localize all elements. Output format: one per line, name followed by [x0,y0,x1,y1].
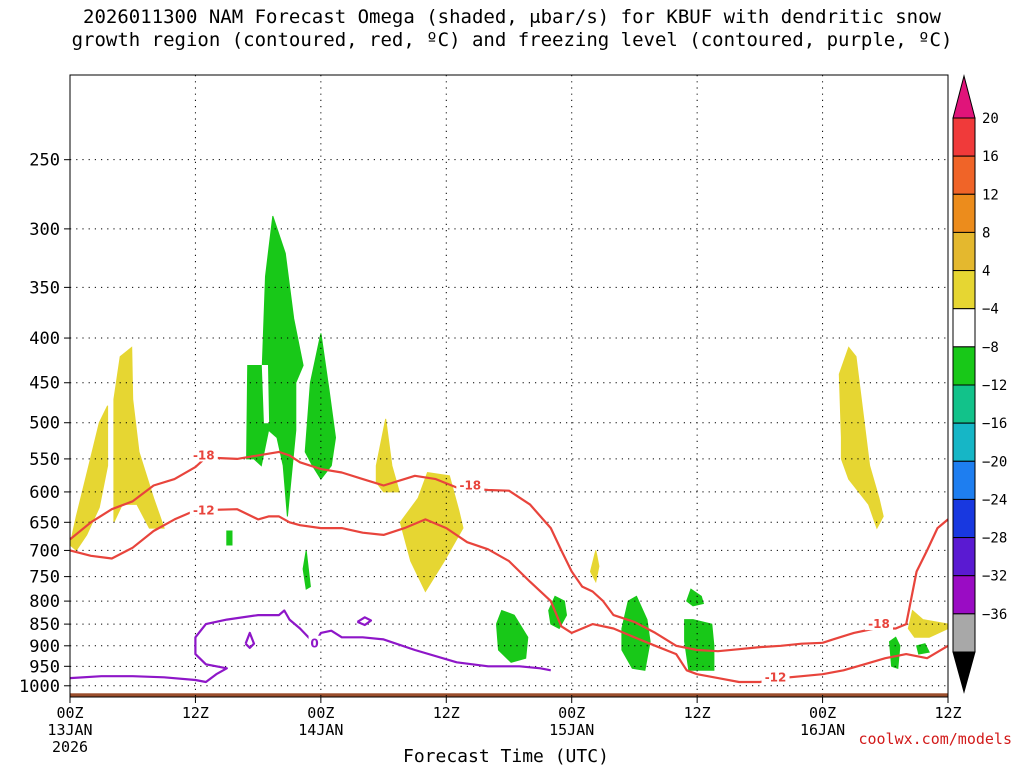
contour-label-2: -12 [193,503,215,517]
colorbar-bin-4 [952,231,976,272]
omega-region-16 [684,619,715,671]
omega-region-19 [915,643,930,655]
colorbar-bin-3 [952,193,976,233]
colorbar-label-8: −12 [982,378,1007,394]
omega-region-17 [686,588,705,607]
colorbar-label-2: 16 [982,149,999,165]
contour-label-3: 0 [310,637,318,651]
colorbar-label-3: 12 [982,187,999,203]
contour-line-4 [356,616,373,627]
ytick-label-450: 450 [29,374,60,394]
chart-title-line1: 2026011300 NAM Forecast Omega (shaded, μ… [83,6,941,28]
omega-region-10 [304,333,337,480]
ytick-label-750: 750 [29,568,60,588]
contour-extra-label-1: -18 [868,617,890,631]
plot-frame [69,74,949,698]
contour-extra-label-2: -12 [765,670,787,684]
xtick-date-0: 13JAN [47,721,92,739]
ytick-label-850: 850 [29,615,60,635]
omega-region-15 [621,595,651,671]
omega-region-13 [495,609,529,663]
ytick-label-650: 650 [29,513,60,533]
colorbar-label-14: −36 [982,607,1007,623]
ytick-label-300: 300 [29,220,60,240]
xtick-label-7: 12Z [934,704,961,722]
omega-region-11 [226,530,233,546]
omega-region-12 [302,550,311,590]
xtick-label-4: 00Z [558,704,585,722]
contour-line-5 [244,631,256,650]
chart-title-line2: growth region (contoured, red, ºC) and f… [71,29,953,51]
colorbar-bin-12 [952,537,976,577]
xtick-date-4: 15JAN [549,721,594,739]
colorbar-bin-14 [952,613,976,653]
colorbar-label-5: 4 [982,264,990,280]
contour-extra-label-bg-1 [865,616,894,631]
ytick-label-600: 600 [29,483,60,503]
ground-fill [70,693,948,697]
colorbar-label-4: 8 [982,225,990,241]
colorbar-bin-11 [952,498,976,539]
xtick-label-2: 00Z [307,704,334,722]
xtick-label-6: 00Z [809,704,836,722]
plot-area [70,75,948,697]
colorbar-label-12: −28 [982,531,1007,547]
omega-region-8 [246,215,304,517]
ytick-label-500: 500 [29,414,60,434]
ytick-label-350: 350 [29,278,60,298]
omega-region-2 [113,346,165,529]
omega-region-6 [838,346,884,530]
ytick-label-250: 250 [29,151,60,171]
ytick-label-550: 550 [29,450,60,470]
ytick-label-800: 800 [29,592,60,612]
xtick-label-3: 12Z [433,704,460,722]
contour-line-3 [69,609,552,684]
credit-label[interactable]: coolwx.com/models [858,730,1012,748]
colorbar-label-11: −24 [982,492,1007,508]
colorbar-bin-7 [952,346,976,386]
colorbar-label-10: −20 [982,454,1007,470]
ytick-label-1000: 1000 [19,677,60,697]
ytick-label-700: 700 [29,541,60,561]
ytick-label-400: 400 [29,329,60,349]
colorbar-bin-5 [952,270,976,310]
xtick-year-0: 2026 [52,738,88,756]
contour-label-1: -18 [193,448,215,462]
omega-region-1 [69,405,109,552]
colorbar-bin-2 [952,155,976,195]
xtick-date-6: 16JAN [800,721,845,739]
ytick-label-900: 900 [29,637,60,657]
colorbar-bin-9 [952,422,976,462]
colorbar-bin-13 [952,575,976,615]
contour-label-bg-2 [189,502,218,517]
colorbar-bin-8 [952,384,976,424]
contour-label-bg-3 [308,635,321,650]
contour-line-1 [69,450,949,653]
xtick-label-1: 12Z [182,704,209,722]
colorbar-over-triangle [952,74,976,119]
xtick-label-0: 00Z [56,704,83,722]
contour-extra-label-bg-2 [761,669,790,684]
colorbar-label-6: −4 [982,302,999,318]
omega-region-18 [888,636,901,669]
colorbar-label-9: −16 [982,416,1007,432]
colorbar-bin-6 [952,308,976,348]
chart-title: 2026011300 NAM Forecast Omega (shaded, μ… [0,6,1024,52]
colorbar-label-13: −32 [982,569,1007,585]
xtick-date-2: 14JAN [298,721,343,739]
ytick-label-950: 950 [29,657,60,677]
colorbar-bin-10 [952,460,976,500]
contour-label-bg-1 [189,447,218,462]
x-axis-title: Forecast Time (UTC) [403,746,609,767]
omega-region-5 [589,550,600,584]
contour-extra-label-0: -18 [459,479,481,493]
colorbar-bin-1 [952,117,976,157]
colorbar-label-7: −8 [982,340,999,356]
colorbar-under-triangle [952,651,976,694]
colorbar-label-1: 20 [982,111,999,127]
xtick-label-5: 12Z [684,704,711,722]
contour-extra-label-bg-0 [456,477,485,492]
